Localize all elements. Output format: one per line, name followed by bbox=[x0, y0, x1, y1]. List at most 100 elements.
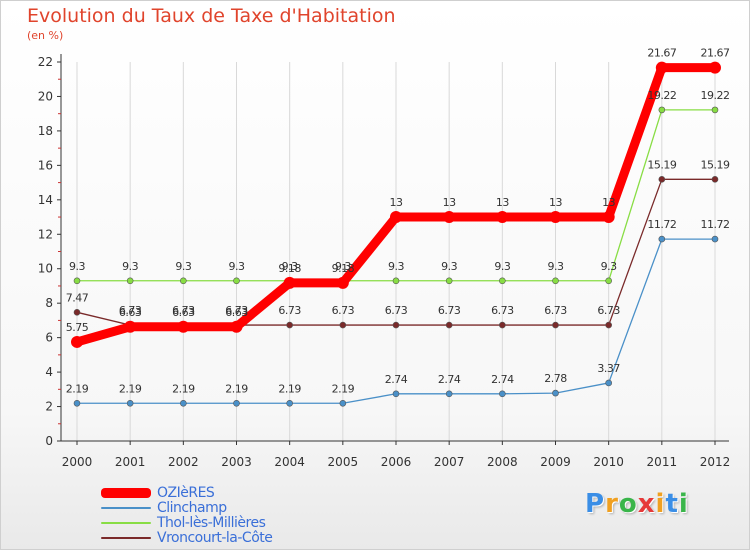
data-point bbox=[496, 211, 509, 224]
data-label: 6.63 bbox=[172, 306, 195, 319]
data-label: 2.19 bbox=[332, 382, 355, 395]
data-point bbox=[286, 321, 293, 329]
legend-item-thol-les-millieres[interactable]: Thol-lès-Millières bbox=[101, 514, 272, 531]
data-point bbox=[549, 211, 562, 224]
data-point bbox=[605, 277, 612, 285]
data-label: 9.3 bbox=[441, 260, 457, 273]
data-label: 19.22 bbox=[701, 89, 730, 102]
data-label: 13 bbox=[496, 196, 509, 209]
data-point bbox=[124, 320, 137, 333]
data-label: 19.22 bbox=[647, 89, 676, 102]
data-label: 9.3 bbox=[69, 260, 85, 273]
data-point bbox=[392, 390, 400, 398]
data-point bbox=[552, 277, 559, 285]
data-label: 9.3 bbox=[388, 260, 404, 273]
data-label: 6.63 bbox=[225, 306, 248, 319]
x-tick-label: 2008 bbox=[487, 455, 518, 469]
data-label: 2.74 bbox=[385, 373, 408, 386]
data-point bbox=[73, 309, 81, 316]
data-label: 15.19 bbox=[647, 158, 676, 171]
data-label: 11.72 bbox=[701, 218, 730, 231]
legend-label-ozieres: OZIèRES bbox=[157, 484, 215, 501]
data-label: 9.3 bbox=[548, 260, 564, 273]
data-point bbox=[499, 390, 506, 398]
legend-label-vroncourt-la-cote: Vroncourt-la-Côte bbox=[157, 529, 273, 546]
data-label: 6.63 bbox=[119, 306, 142, 319]
y-tick-label: 14 bbox=[38, 193, 53, 207]
data-point bbox=[655, 61, 668, 74]
data-label: 13 bbox=[390, 196, 403, 209]
data-point bbox=[233, 277, 240, 285]
data-point bbox=[180, 399, 187, 407]
data-point bbox=[711, 235, 719, 243]
data-label: 21.67 bbox=[647, 47, 676, 60]
data-point bbox=[286, 399, 293, 407]
data-label: 2.19 bbox=[278, 382, 301, 395]
data-point bbox=[73, 277, 81, 285]
data-point bbox=[339, 399, 347, 407]
data-point bbox=[602, 211, 615, 224]
data-point bbox=[126, 399, 134, 407]
data-point bbox=[499, 277, 506, 285]
data-label: 9.3 bbox=[229, 260, 245, 273]
legend-item-ozieres[interactable]: OZIèRES bbox=[101, 484, 272, 501]
data-label: 6.73 bbox=[438, 304, 461, 317]
logo-letter: i bbox=[678, 489, 689, 519]
data-point bbox=[445, 390, 453, 398]
data-point bbox=[336, 276, 349, 289]
y-tick-label: 4 bbox=[45, 365, 53, 379]
y-tick-label: 12 bbox=[38, 227, 53, 241]
data-label: 9.3 bbox=[335, 260, 351, 273]
data-label: 9.3 bbox=[175, 260, 191, 273]
legend: OZIèRES Clinchamp Thol-lès-Millières Vro… bbox=[101, 484, 273, 546]
data-point bbox=[709, 61, 721, 74]
y-tick-label: 6 bbox=[45, 331, 53, 345]
data-label: 2.78 bbox=[544, 372, 567, 385]
data-point bbox=[445, 321, 453, 329]
legend-item-vroncourt-la-cote[interactable]: Vroncourt-la-Côte bbox=[101, 529, 273, 546]
data-label: 2.74 bbox=[491, 373, 514, 386]
logo-letter: o bbox=[618, 489, 638, 519]
data-point bbox=[339, 321, 347, 329]
x-tick-label: 2004 bbox=[274, 455, 305, 469]
data-label: 2.74 bbox=[438, 373, 461, 386]
data-point bbox=[71, 335, 83, 348]
data-label: 6.73 bbox=[385, 304, 408, 317]
y-tick-label: 10 bbox=[38, 262, 53, 276]
data-point bbox=[230, 320, 243, 333]
legend-label-clinchamp: Clinchamp bbox=[157, 499, 227, 516]
data-label: 3.37 bbox=[597, 362, 620, 375]
data-label: 9.3 bbox=[601, 260, 617, 273]
x-tick-label: 2009 bbox=[540, 455, 571, 469]
legend-swatch-vroncourt-la-cote bbox=[101, 536, 151, 539]
x-tick-label: 2003 bbox=[221, 455, 252, 469]
data-point bbox=[126, 277, 134, 285]
y-tick-label: 20 bbox=[38, 89, 53, 103]
data-label: 6.73 bbox=[544, 304, 567, 317]
data-point bbox=[233, 399, 240, 407]
x-tick-label: 2006 bbox=[381, 455, 412, 469]
data-label: 2.19 bbox=[225, 382, 248, 395]
data-point bbox=[658, 235, 666, 243]
x-tick-label: 2005 bbox=[328, 455, 359, 469]
data-label: 6.73 bbox=[332, 304, 355, 317]
legend-label-thol-les-millieres: Thol-lès-Millières bbox=[157, 514, 266, 531]
y-axis-unit-label: (en %) bbox=[27, 29, 64, 42]
data-point bbox=[445, 277, 453, 285]
data-label: 13 bbox=[443, 196, 456, 209]
y-tick-label: 0 bbox=[45, 434, 53, 448]
data-label: 21.67 bbox=[701, 47, 730, 60]
data-label: 6.73 bbox=[491, 304, 514, 317]
data-label: 6.73 bbox=[172, 304, 195, 317]
data-label: 9.3 bbox=[494, 260, 510, 273]
x-tick-label: 2002 bbox=[168, 455, 199, 469]
y-tick-label: 16 bbox=[38, 158, 53, 172]
chart-title: Evolution du Taux de Taxe d'Habitation bbox=[27, 5, 396, 27]
data-label: 6.73 bbox=[278, 304, 301, 317]
x-tick-label: 2011 bbox=[647, 455, 678, 469]
x-tick-label: 2000 bbox=[62, 455, 93, 469]
legend-item-clinchamp[interactable]: Clinchamp bbox=[101, 499, 272, 516]
data-label: 15.19 bbox=[701, 158, 730, 171]
